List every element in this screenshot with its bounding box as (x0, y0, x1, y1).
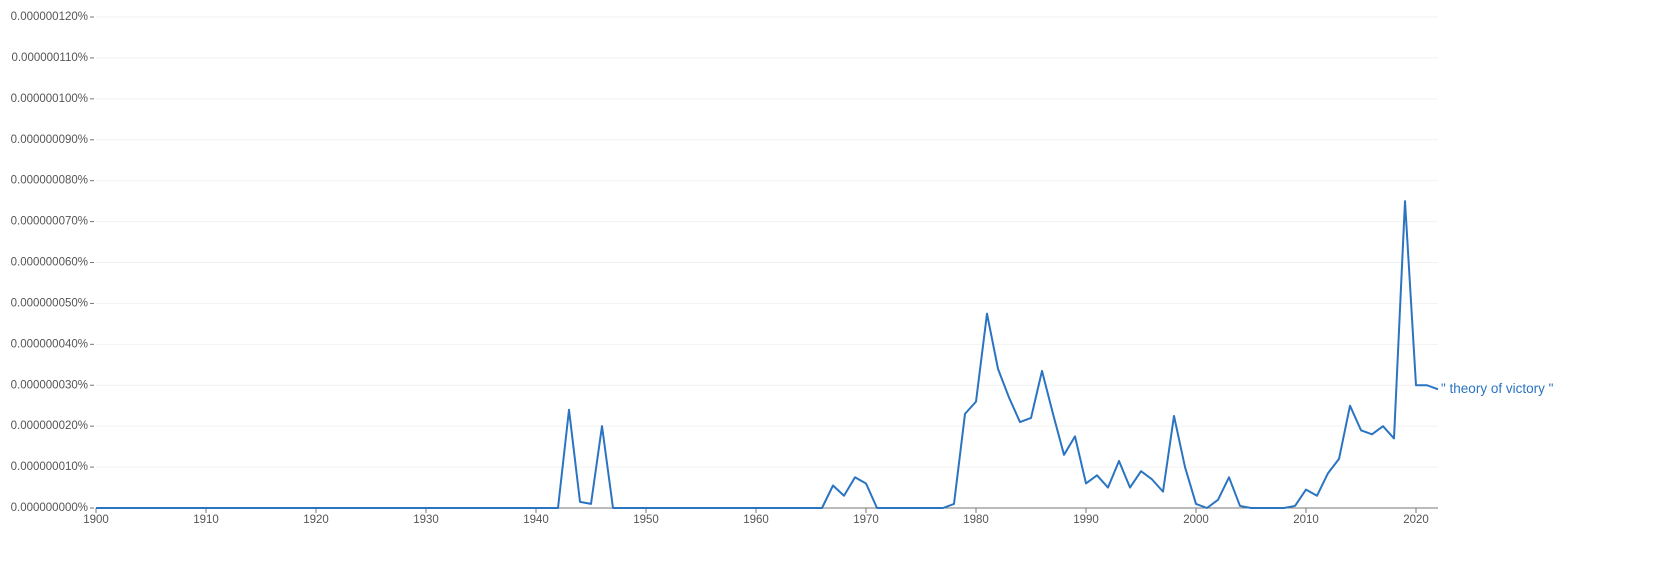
y-tick-label: 0.000000080% (11, 175, 88, 187)
x-tick-label: 2000 (1183, 514, 1209, 526)
y-tick-label: 0.000000050% (11, 297, 88, 309)
y-tick-label: 0.000000000% (11, 502, 88, 514)
y-tick-label: 0.000000020% (11, 420, 88, 432)
x-tick-label: 2020 (1403, 514, 1429, 526)
x-tick-label: 1970 (853, 514, 879, 526)
y-tick-label: 0.000000120% (11, 11, 88, 23)
series-label: " theory of victory " (1441, 381, 1554, 396)
y-tick-label: 0.000000040% (11, 338, 88, 350)
x-tick-label: 1920 (303, 514, 329, 526)
x-tick-label: 1900 (83, 514, 109, 526)
x-tick-label: 1960 (743, 514, 769, 526)
y-tick-label: 0.000000010% (11, 461, 88, 473)
y-tick-label: 0.000000060% (11, 257, 88, 269)
x-tick-label: 1950 (633, 514, 659, 526)
x-tick-label: 2010 (1293, 514, 1319, 526)
y-tick-label: 0.000000100% (11, 93, 88, 105)
x-tick-label: 1990 (1073, 514, 1099, 526)
x-tick-label: 1910 (193, 514, 219, 526)
y-tick-label: 0.000000090% (11, 134, 88, 146)
y-tick-label: 0.000000110% (11, 52, 88, 64)
x-tick-label: 1930 (413, 514, 439, 526)
series-line (96, 200, 1439, 509)
y-tick-label: 0.000000070% (11, 216, 88, 228)
x-tick-label: 1940 (523, 514, 549, 526)
y-tick-label: 0.000000030% (11, 379, 88, 391)
x-tick-label: 1980 (963, 514, 989, 526)
